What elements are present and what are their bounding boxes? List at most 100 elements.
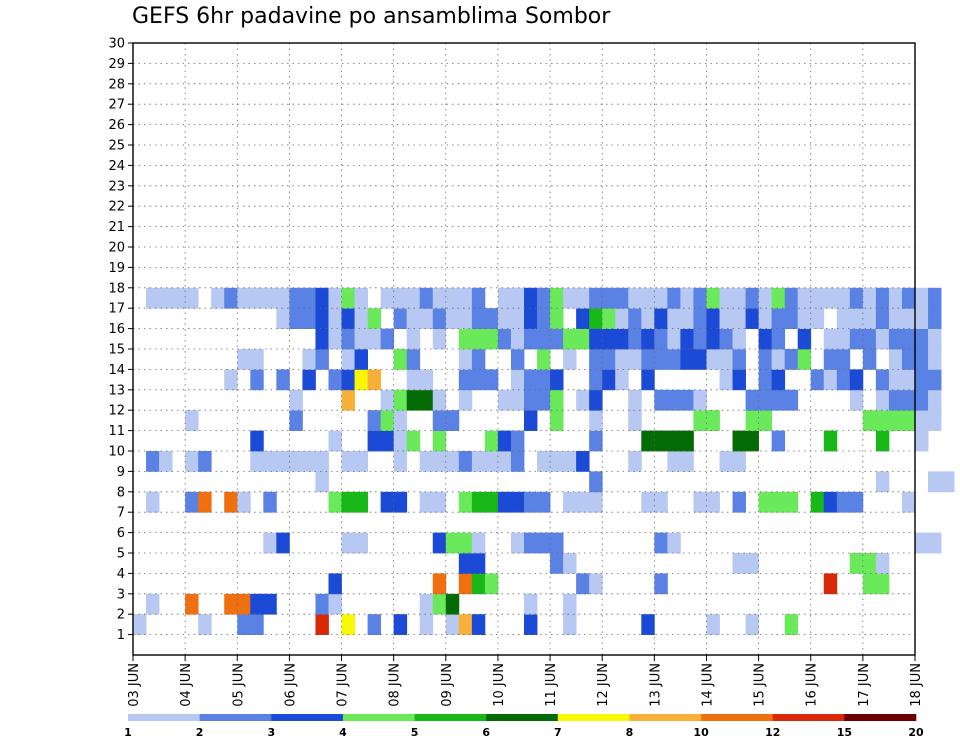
heatmap-cell [524,593,538,615]
x-tick-label: 12 JUN [596,663,611,707]
heatmap-cell [133,614,147,635]
heatmap-cell [471,573,486,595]
x-tick-label: 11 JUN [544,663,559,707]
heatmap-cell [732,308,746,329]
heatmap-cell [641,287,655,309]
x-tick-label: 07 JUN [336,663,351,707]
heatmap-cell [928,532,942,554]
heatmap-cell [771,328,786,350]
y-tick-label: 23 [108,179,125,194]
heatmap-cell [719,287,733,309]
heatmap-cell [680,389,694,411]
heatmap-cell [836,287,851,309]
heatmap-cell [641,308,655,329]
colorbar-label: 2 [196,726,204,739]
y-tick-label: 24 [108,159,125,174]
heatmap-cell [458,308,473,329]
heatmap-cell [367,410,382,431]
heatmap-cell [471,287,486,309]
heatmap-cell [250,349,264,370]
colorbar-label: 10 [693,726,709,739]
heatmap-cell [667,328,681,350]
heatmap-cell [888,410,903,431]
heatmap-cell [928,287,942,309]
heatmap-cell [563,614,577,635]
heatmap-cell [510,389,525,411]
y-tick-label: 10 [108,445,125,460]
heatmap-cell [432,287,447,309]
heatmap-cell [745,430,759,452]
heatmap-cell [758,369,773,391]
heatmap-cell [497,451,512,472]
heatmap-cell [550,532,564,554]
heatmap-cell [849,287,864,309]
heatmap-cell [888,287,903,309]
heatmap-cell [589,308,603,329]
heatmap-cell [602,287,616,309]
heatmap-cell [341,369,355,391]
heatmap-cell [432,328,447,350]
heatmap-cell [732,349,746,370]
heatmap-cell [654,389,668,411]
y-tick-label: 29 [108,57,125,72]
heatmap-cell [693,308,707,329]
heatmap-cell [615,349,629,370]
heatmap-cell [276,287,290,309]
heatmap-cell [250,614,264,635]
heatmap-cell [928,308,942,329]
heatmap-cell [393,430,408,452]
heatmap-cell [510,308,525,329]
heatmap-cell [524,389,538,411]
heatmap-cell [458,328,473,350]
heatmap-cell [693,287,707,309]
heatmap-cell [706,349,720,370]
heatmap-cell [836,308,851,329]
y-axis: 1234567891011121314151617181920212223242… [108,37,133,643]
colorbar: 1 2 3 4 5 6 7 8 10 12 15 20 [124,714,924,739]
heatmap-cell [693,410,707,431]
heatmap-cell [654,430,668,452]
heatmap-cell [524,491,538,513]
heatmap-cell [823,328,838,350]
heatmap-cell [445,410,460,431]
colorbar-swatch [629,714,702,721]
heatmap-cell [315,349,329,370]
heatmap-cell [928,410,942,431]
heatmap-cell [901,308,916,329]
colorbar-label: 5 [411,726,419,739]
y-tick-label: 17 [108,302,125,317]
heatmap-cell [941,471,955,493]
heatmap-cell [875,471,890,493]
colorbar-swatch [701,714,774,721]
heatmap-cell [237,614,251,635]
heatmap-cell [915,532,929,554]
heatmap-cell [510,451,525,472]
heatmap-cell [758,410,773,431]
heatmap-cell [758,491,773,513]
heatmap-cell [458,451,473,472]
heatmap-cell [380,328,395,350]
heatmap-cell [771,491,786,513]
heatmap-cell [784,614,799,635]
heatmap-cell [745,553,759,574]
heatmap-cell [419,369,434,391]
heatmap-cell [758,287,773,309]
heatmap-cell [497,328,512,350]
heatmap-cell [393,287,408,309]
heatmap-cell [354,328,368,350]
heatmap-cell [393,491,408,513]
heatmap-cell [576,573,590,595]
heatmap-cell [849,491,864,513]
heatmap-cell [484,573,499,595]
heatmap-cell [146,287,160,309]
heatmap-cell [406,389,421,411]
heatmap-cell [550,451,564,472]
heatmap-cell [510,430,525,452]
heatmap-cell [537,491,551,513]
heatmap-cell [328,308,342,329]
heatmap-cell [576,308,590,329]
heatmap-cell [550,389,564,411]
heatmap-cell [654,328,668,350]
heatmap-cell [732,328,746,350]
y-tick-label: 3 [117,587,125,602]
